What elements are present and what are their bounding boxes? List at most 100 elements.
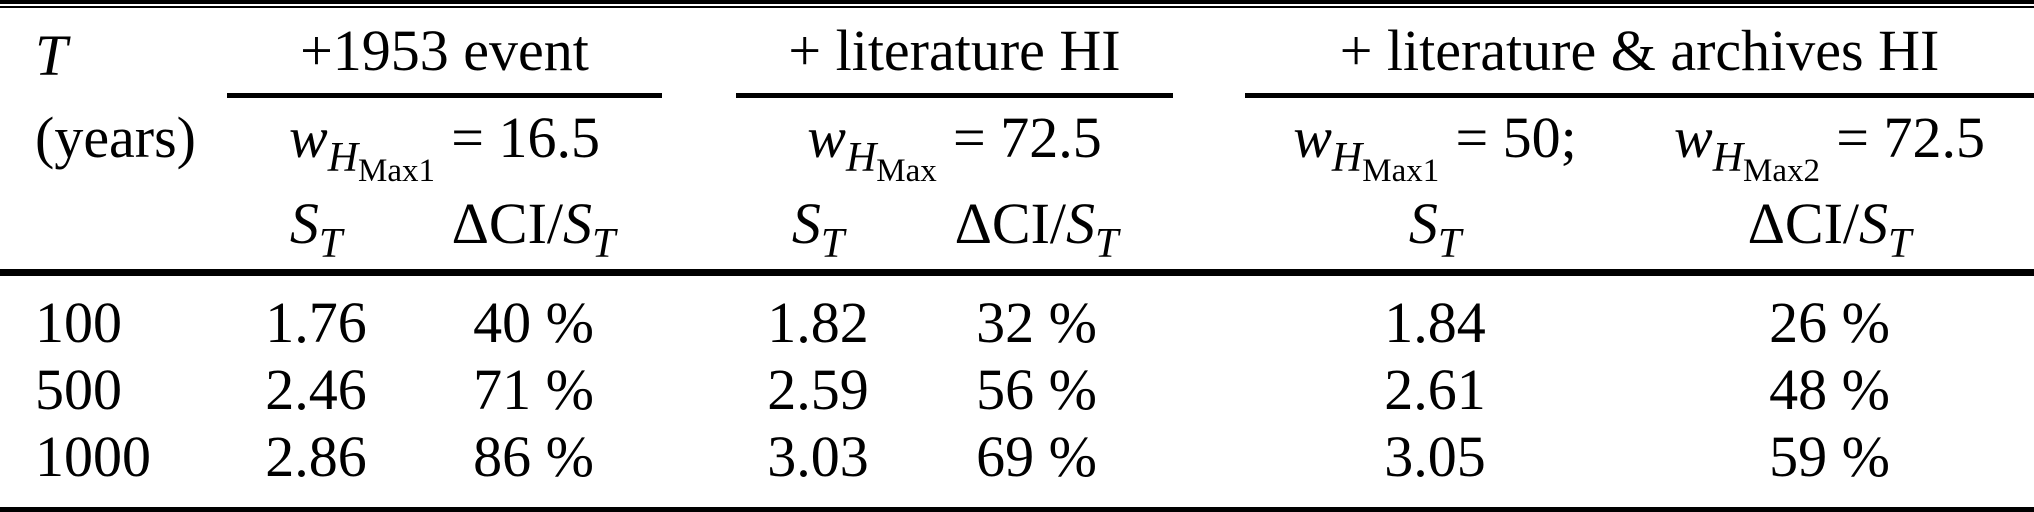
dci-sub: T: [1888, 221, 1912, 268]
data-cell-dci-g3: 48 %: [1769, 356, 1890, 422]
empty-cell: [0, 189, 227, 269]
table-row-1000: 1000 2.86 86 % 3.03 69 % 3.05 59 %: [0, 423, 2034, 490]
weight-value: = 16.5: [451, 105, 600, 170]
data-cell-dci-g1: 86 %: [473, 423, 594, 489]
data-cell-dci-g2: 56 %: [976, 356, 1097, 422]
weight-spec-group3-first: wHMax1 = 50;: [1245, 98, 1625, 189]
w-symbol: w: [1293, 105, 1332, 170]
dci-sub: T: [1095, 221, 1119, 268]
data-cell-st-g3: 1.84: [1384, 289, 1486, 355]
top-rule-thin-line: [0, 6, 2034, 8]
data-cell-st-g3: 2.61: [1384, 356, 1486, 422]
corner-t-label: T: [0, 8, 227, 98]
group-gap: [662, 289, 736, 356]
weight-value: = 72.5: [1836, 105, 1985, 170]
row-label: 1000: [35, 423, 151, 489]
w-symbol: w: [807, 105, 846, 170]
table-row-500: 500 2.46 71 % 2.59 56 % 2.61 48 %: [0, 356, 2034, 423]
st-sub: T: [820, 221, 845, 268]
group-gap: [662, 356, 736, 423]
group-gap: [662, 423, 736, 490]
max-subsubscript: Max: [876, 153, 937, 189]
dci-prefix: ΔCI/: [954, 191, 1067, 257]
spacer: [0, 276, 2034, 289]
weight-value: = 50;: [1455, 105, 1577, 170]
group-gap: [1173, 8, 1245, 98]
group-header-literature-hi: + literature HI: [736, 8, 1173, 98]
spacer-row: [0, 276, 2034, 289]
group-title: + literature & archives HI: [1339, 18, 1940, 84]
data-cell-st-g2: 2.59: [767, 356, 869, 422]
data-cell-dci-g3: 59 %: [1769, 423, 1890, 489]
group-title: + literature HI: [788, 18, 1121, 84]
data-cell-st-g1: 1.76: [265, 289, 367, 355]
weight-spec-group1: wHMax1 = 16.5: [227, 98, 662, 189]
group-title: +1953 event: [300, 18, 589, 84]
h-subscript: H: [845, 135, 877, 181]
subcol-header-dci-g2: ΔCI/ST: [900, 189, 1173, 269]
data-cell-st-g3: 3.05: [1384, 423, 1486, 489]
top-rule: [0, 0, 2034, 8]
subcolumn-label-row: ST ΔCI/ST ST ΔCI/ST ST ΔCI/ST: [0, 189, 2034, 269]
group-header-1953-event: +1953 event: [227, 8, 662, 98]
w-symbol: w: [289, 105, 328, 170]
subcol-header-dci-g3: ΔCI/ST: [1625, 189, 2034, 269]
filler: [0, 490, 2034, 507]
bottom-rule: [0, 507, 2034, 512]
data-cell-dci-g2: 69 %: [976, 423, 1097, 489]
group-gap: [662, 189, 736, 269]
data-cell-dci-g2: 32 %: [976, 289, 1097, 355]
group-gap: [662, 8, 736, 98]
group-title-row: T +1953 event + literature HI + literatu…: [0, 8, 2034, 98]
h-subscript: H: [327, 135, 359, 181]
group-gap: [1173, 289, 1245, 356]
dci-prefix: ΔCI/: [451, 191, 564, 257]
st-sub: T: [1437, 221, 1462, 268]
st-sub: T: [318, 221, 343, 268]
top-rule-gap: [0, 4, 2034, 6]
bottom-rule-line: [0, 507, 2034, 512]
max-subsubscript: Max1: [1362, 153, 1440, 189]
subcol-header-st-g1: ST: [227, 189, 405, 269]
group-gap: [1173, 356, 1245, 423]
mid-rule-row: [0, 269, 2034, 277]
data-cell-dci-g1: 40 %: [473, 289, 594, 355]
h-subscript: H: [1331, 135, 1363, 181]
dci-prefix: ΔCI/: [1747, 191, 1860, 257]
data-cell-st-g1: 2.46: [265, 356, 367, 422]
data-cell-dci-g3: 26 %: [1769, 289, 1890, 355]
dci-base: S: [1859, 191, 1889, 257]
weight-value: = 72.5: [953, 105, 1102, 170]
group-gap: [662, 98, 736, 189]
top-rule-row: [0, 0, 2034, 8]
subcol-header-st-g3: ST: [1245, 189, 1625, 269]
st-base: S: [1408, 191, 1438, 257]
w-symbol: w: [1674, 105, 1713, 170]
group-header-literature-archives-hi: + literature & archives HI: [1245, 8, 2034, 98]
years-unit: (years): [35, 105, 197, 170]
filler-row: [0, 490, 2034, 507]
bottom-rule-row: [0, 507, 2034, 512]
weight-spec-group3-second: wHMax2 = 72.5: [1625, 98, 2034, 189]
weight-spec-group2: wHMax = 72.5: [736, 98, 1173, 189]
subcol-header-dci-g1: ΔCI/ST: [405, 189, 662, 269]
mid-rule: [0, 269, 2034, 277]
max-subsubscript: Max1: [358, 153, 436, 189]
data-cell-dci-g1: 71 %: [473, 356, 594, 422]
t-symbol: T: [35, 23, 68, 89]
table-row-100: 100 1.76 40 % 1.82 32 % 1.84 26 %: [0, 289, 2034, 356]
dci-sub: T: [592, 221, 616, 268]
dci-base: S: [1066, 191, 1096, 257]
data-cell-st-g2: 3.03: [767, 423, 869, 489]
st-base: S: [791, 191, 821, 257]
corner-years-label: (years): [0, 98, 227, 189]
weight-spec-row: (years) wHMax1= 16.5 wHMax= 72.5 wHMax1=…: [0, 98, 2034, 189]
st-base: S: [289, 191, 319, 257]
dci-base: S: [563, 191, 593, 257]
top-rule-thick-line: [0, 0, 2034, 4]
group-gap: [1173, 98, 1245, 189]
row-label: 500: [35, 356, 122, 422]
group-gap: [1173, 189, 1245, 269]
